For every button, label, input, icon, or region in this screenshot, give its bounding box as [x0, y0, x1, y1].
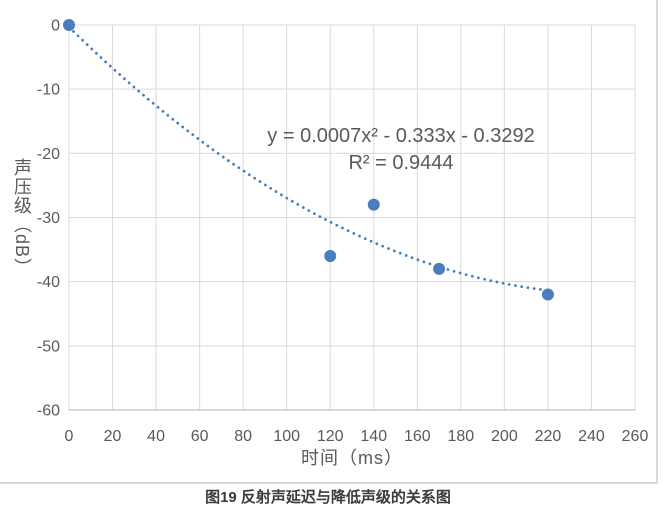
figure-caption: 图19 反射声延迟与降低声级的关系图 [205, 489, 451, 506]
x-tick-label: 240 [578, 428, 605, 445]
data-point [324, 250, 337, 262]
cell-border-right [656, 0, 658, 484]
scatter-chart: 0 -10 -20 -30 -40 -50 -60 0 20 40 60 80 100 120 140 160… [12, 18, 649, 469]
x-tick-label: 20 [104, 428, 122, 445]
y-tick-label: -50 [37, 338, 60, 355]
trendline-r-squared: R² = 0.9444 [348, 152, 453, 174]
x-tick-label: 160 [404, 428, 431, 445]
y-tick-label: -60 [37, 403, 60, 420]
data-point [541, 288, 554, 301]
x-tick-label: 260 [622, 428, 649, 445]
x-tick-label: 140 [360, 428, 387, 445]
x-tick-label: 40 [147, 428, 165, 445]
y-tick-label: -40 [37, 274, 60, 291]
trendline-equation: y = 0.0007x² - 0.333x - 0.3292 [267, 125, 534, 147]
trendline [67, 25, 550, 292]
cell-border-bottom [0, 482, 658, 484]
y-tick-label: -30 [37, 210, 60, 227]
y-axis-title: 声压级（dB） [12, 157, 32, 278]
x-tick-label: 180 [447, 428, 474, 445]
x-tick-label: 60 [191, 428, 209, 445]
y-tick-label: 0 [51, 18, 60, 35]
x-tick-label: 220 [535, 428, 562, 445]
y-tick-label: -10 [37, 82, 60, 99]
data-point [367, 198, 380, 211]
data-point [63, 19, 75, 31]
x-tick-label: 0 [65, 428, 74, 445]
x-tick-label: 200 [491, 428, 518, 445]
data-point [433, 262, 446, 275]
x-axis-title: 时间（ms） [301, 448, 403, 468]
x-tick-label: 80 [234, 428, 252, 445]
x-tick-label: 100 [273, 428, 300, 445]
chart-canvas: 0 -10 -20 -30 -40 -50 -60 0 20 40 60 80 100 120 140 160… [37, 18, 649, 469]
y-tick-label: -20 [37, 146, 60, 163]
x-tick-label: 120 [317, 428, 344, 445]
